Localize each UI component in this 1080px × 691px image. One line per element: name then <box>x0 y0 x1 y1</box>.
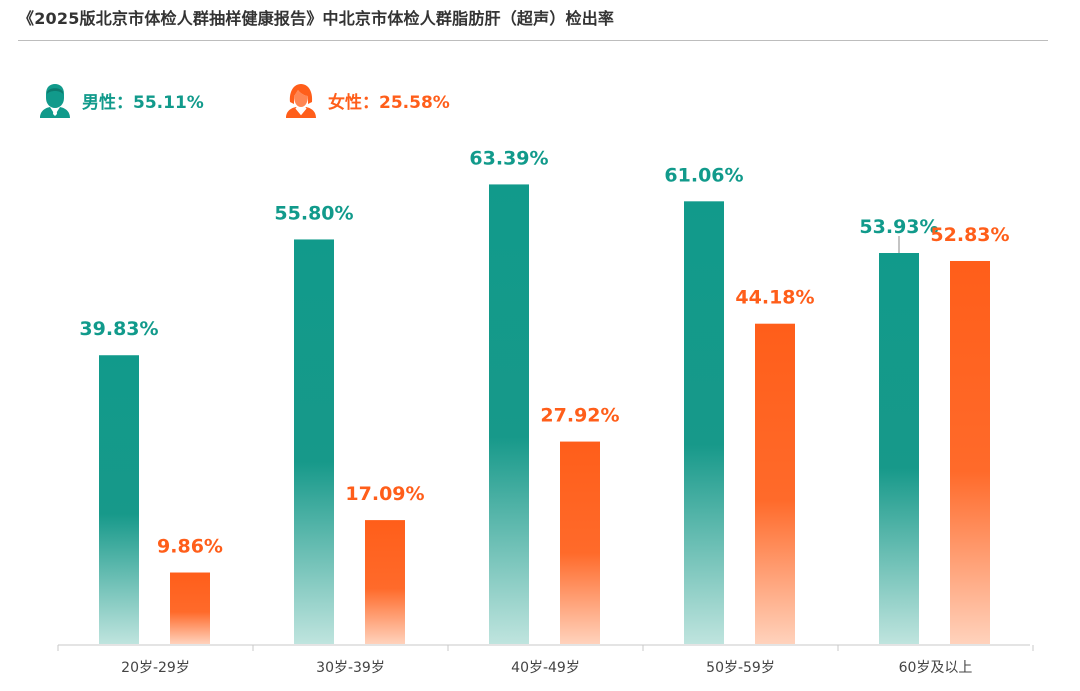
bar-female <box>755 323 795 644</box>
data-label-female: 52.83% <box>930 224 1009 246</box>
title-divider <box>18 40 1048 41</box>
data-label-male: 55.80% <box>274 202 353 224</box>
bar-male <box>684 201 724 644</box>
female-person-icon <box>284 82 318 118</box>
bar-male <box>99 355 139 644</box>
x-tick-label: 30岁-39岁 <box>316 660 385 676</box>
bar-female <box>365 520 405 644</box>
x-tick-label: 60岁及以上 <box>899 660 973 676</box>
data-label-male: 53.93% <box>859 216 938 238</box>
legend-item-female: 女性：25.58% <box>284 82 450 118</box>
legend-male-label: 男性：55.11% <box>82 92 204 113</box>
data-label-female: 9.86% <box>157 536 223 558</box>
data-label-female: 44.18% <box>735 287 814 309</box>
male-person-icon <box>38 82 72 118</box>
data-label-male: 61.06% <box>664 164 743 186</box>
x-tick-label: 40岁-49岁 <box>511 660 580 676</box>
bar-female <box>560 441 600 644</box>
x-tick-label: 50岁-59岁 <box>706 660 775 676</box>
bar-male <box>489 184 529 645</box>
data-label-male: 39.83% <box>79 318 158 340</box>
x-tick-label: 20岁-29岁 <box>121 660 190 676</box>
data-label-male: 63.39% <box>469 147 548 169</box>
legend-item-male: 男性：55.11% <box>38 82 204 118</box>
bar-female <box>950 260 990 644</box>
chart-title: 《2025版北京市体检人群抽样健康报告》中北京市体检人群脂肪肝（超声）检出率 <box>18 9 615 28</box>
bar-male <box>294 239 334 644</box>
data-label-female: 17.09% <box>345 483 424 505</box>
legend-female-label: 女性：25.58% <box>328 92 450 113</box>
data-label-female: 27.92% <box>540 405 619 427</box>
bar-female <box>170 572 210 644</box>
bar-male <box>879 253 919 644</box>
